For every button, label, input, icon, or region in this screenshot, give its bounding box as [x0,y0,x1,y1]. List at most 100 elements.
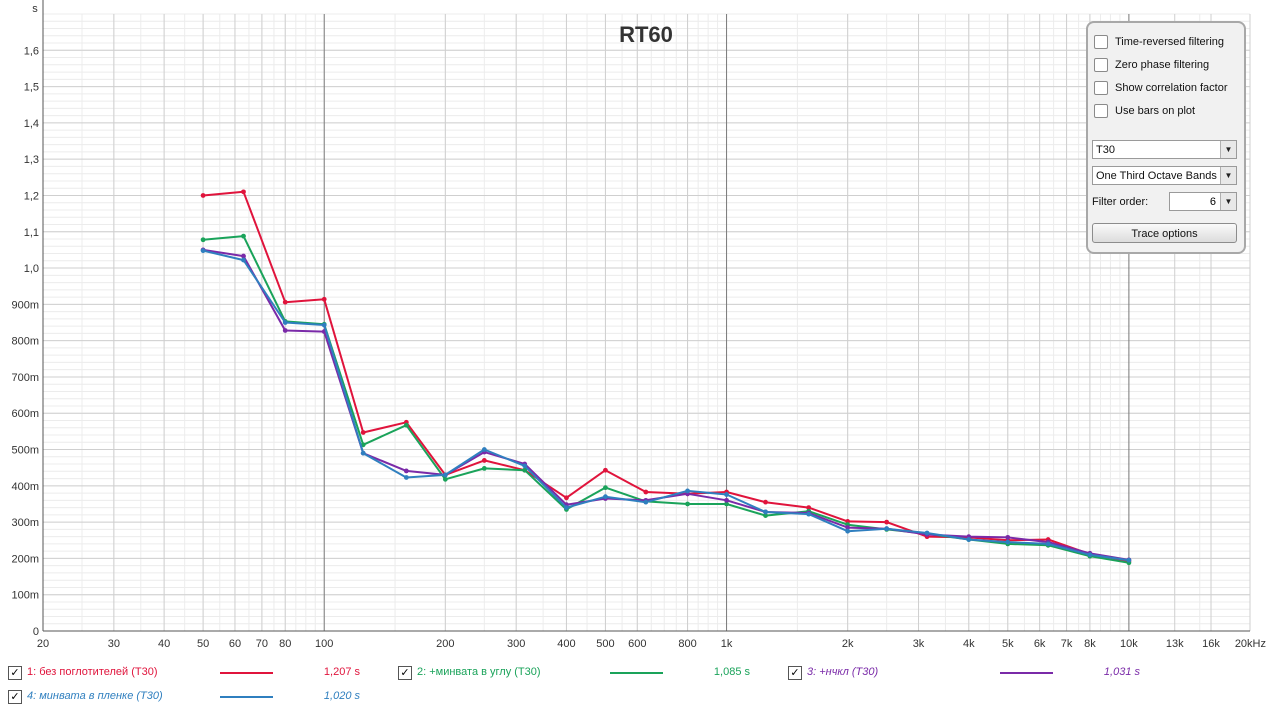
data-point [1005,534,1011,540]
time-reversed-filtering-checkbox[interactable]: Time-reversed filtering [1094,34,1224,50]
legend-label: 1: без поглотителей (T30) [27,666,158,678]
data-point [241,233,246,239]
checkbox-label: Show correlation factor [1115,82,1228,94]
data-point [403,422,409,428]
data-point [321,322,327,328]
data-point [481,447,487,452]
y-tick-label: 400m [11,481,39,493]
x-tick-label: 5k [1002,638,1014,650]
data-point [200,193,206,198]
series-line-1 [203,190,1130,563]
x-tick-label: 600 [628,638,646,650]
x-tick-label: 1k [721,638,733,650]
data-point [845,528,851,534]
legend-line [220,672,273,674]
chart-series [200,189,1132,566]
x-tick-label: 200 [436,638,454,650]
y-tick-label: 1,6 [24,45,39,57]
options-panel: Time-reversed filtering Zero phase filte… [1086,21,1246,254]
data-point [522,463,528,469]
data-point [966,537,972,542]
data-point [564,495,569,501]
checkbox-box[interactable] [1094,104,1108,118]
legend-value: 1,020 s [323,690,360,702]
x-tick-label: 40 [158,638,170,650]
chart-axes: 0 100m 200m 300m 400m 500m 600m 700m 800m 900m 1,0… [11,0,1266,650]
legend-value: 1,085 s [713,666,750,678]
data-point [360,450,366,456]
data-point [321,296,327,302]
data-point [442,472,448,478]
x-tick-label: 400 [557,638,575,650]
data-point [643,499,649,505]
filter-order-label: Filter order: [1092,196,1149,208]
checkbox-box[interactable] [1094,81,1108,95]
data-point [1045,541,1051,547]
data-point [763,499,768,505]
x-tick-label: 800 [678,638,696,650]
y-tick-label: 800m [11,336,39,348]
x-tick-label: 100 [315,638,333,650]
data-point [200,248,206,254]
chevron-down-icon[interactable]: ▼ [1220,141,1236,158]
x-tick-label: 8k [1084,638,1096,650]
x-tick-label: 20kHz [1235,638,1266,650]
bands-select[interactable]: One Third Octave Bands ▼ [1092,166,1237,185]
data-point [924,530,930,536]
x-tick-label: 3k [913,638,925,650]
data-point [1087,552,1093,558]
legend-checkbox[interactable]: ✓ [8,666,22,680]
x-tick-label: 300 [507,638,525,650]
y-tick-label: 700m [11,372,39,384]
legend-checkbox[interactable]: ✓ [398,666,412,680]
legend-line [220,696,273,698]
checkbox-label: Time-reversed filtering [1115,36,1225,48]
y-tick-label: 200m [11,553,39,565]
y-tick-label: 300m [11,517,39,529]
legend-checkbox[interactable]: ✓ [8,690,22,704]
show-correlation-factor-checkbox[interactable]: Show correlation factor [1094,80,1228,96]
x-tick-label: 13k [1166,638,1184,650]
y-tick-label: 900m [11,299,39,311]
data-point [763,509,768,515]
y-axis-label: s [32,3,38,15]
y-tick-label: 1,4 [24,118,39,130]
checkbox-label: Use bars on plot [1115,105,1196,117]
data-point [603,485,608,491]
data-point [241,257,246,263]
x-tick-label: 70 [256,638,268,650]
data-point [360,430,366,435]
chart-title: RT60 [619,22,673,47]
y-tick-label: 1,3 [24,154,39,166]
metric-select[interactable]: T30 ▼ [1092,140,1237,159]
legend-line [1000,672,1053,674]
x-tick-label: 20 [37,638,49,650]
legend-label: 2: +минвата в углу (T30) [417,666,541,678]
data-point [442,476,448,482]
x-tick-label: 6k [1034,638,1046,650]
trace-options-button[interactable]: Trace options [1092,223,1237,243]
data-point [685,501,690,507]
data-point [685,488,690,494]
data-point [603,494,608,500]
filter-order-select[interactable]: 6 ▼ [1169,192,1237,211]
y-tick-label: 500m [11,445,39,457]
checkbox-box[interactable] [1094,58,1108,72]
y-tick-label: 1,2 [24,190,39,202]
data-point [403,468,409,474]
checkbox-box[interactable] [1094,35,1108,49]
zero-phase-filtering-checkbox[interactable]: Zero phase filtering [1094,57,1209,73]
legend-label: 4: минвата в пленке (T30) [27,690,163,702]
chevron-down-icon[interactable]: ▼ [1220,193,1236,210]
data-point [806,505,812,510]
use-bars-on-plot-checkbox[interactable]: Use bars on plot [1094,103,1195,119]
chevron-down-icon[interactable]: ▼ [1220,167,1236,184]
x-tick-label: 7k [1061,638,1073,650]
data-point [806,511,812,517]
legend-checkbox[interactable]: ✓ [788,666,802,680]
data-point [763,513,768,518]
data-point [884,526,890,532]
data-point [724,492,729,497]
data-point [564,505,569,510]
